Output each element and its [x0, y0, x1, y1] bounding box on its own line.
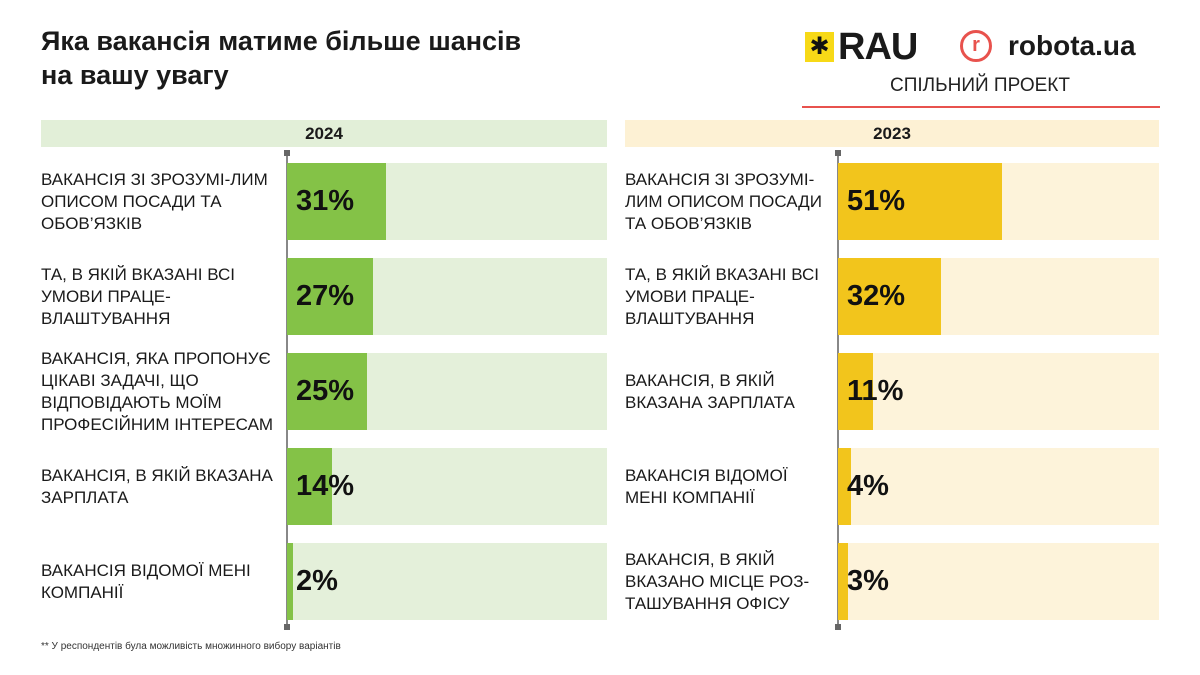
bar — [287, 258, 374, 335]
category-label: ТА, В ЯКІЙ ВКАЗАНІ ВСІ УМОВИ ПРАЦЕ-ВЛАШТ… — [41, 264, 236, 328]
bar — [838, 448, 851, 525]
bar-track: 4% — [838, 448, 1159, 525]
bar-track: 32% — [838, 258, 1159, 335]
page-title: Яка вакансія матиме більше шансів на ваш… — [41, 26, 522, 90]
bar — [838, 543, 848, 620]
divider — [802, 106, 1160, 108]
robota-r-icon: r — [960, 30, 992, 62]
category-label: ВАКАНСІЯ, ЯКА ПРОПОНУЄ ЦІКАВІ ЗАДАЧІ, ЩО… — [41, 348, 274, 434]
footnote: ** У респондентів була можливість множин… — [41, 641, 341, 652]
category-label: ВАКАНСІЯ ВІДОМОЇ МЕНІ КОМПАНІЇ — [41, 560, 251, 602]
bar-track: 27% — [287, 258, 607, 335]
bar — [838, 258, 941, 335]
bar-row: ВАКАНСІЯ ЗІ ЗРОЗУМІ-ЛИМ ОПИСОМ ПОСАДИ ТА… — [41, 163, 607, 240]
joint-project-label: СПІЛЬНИЙ ПРОЕКТ — [890, 75, 1070, 96]
panel-header-year: 2024 — [41, 120, 607, 147]
bar — [287, 448, 332, 525]
data-label: 32% — [847, 280, 906, 312]
bar-row: ТА, В ЯКІЙ ВКАЗАНІ ВСІ УМОВИ ПРАЦЕ-ВЛАШТ… — [41, 258, 607, 335]
data-label: 25% — [296, 375, 355, 407]
category-label: ВАКАНСІЯ, В ЯКІЙ ВКАЗАНА ЗАРПЛАТА — [41, 465, 273, 507]
category-label: ВАКАНСІЯ ЗІ ЗРОЗУМІ-ЛИМ ОПИСОМ ПОСАДИ ТА… — [41, 169, 268, 233]
bar-row: ВАКАНСІЯ ВІДОМОЇ МЕНІ КОМПАНІЇ 4% — [625, 448, 1159, 525]
data-label: 3% — [847, 565, 889, 597]
bar-track: 3% — [838, 543, 1159, 620]
bar — [838, 353, 874, 430]
bar — [838, 163, 1002, 240]
data-label: 4% — [847, 470, 889, 502]
bar-row: ВАКАНСІЯ, В ЯКІЙ ВКАЗАНА ЗАРПЛАТА 11% — [625, 353, 1159, 430]
category-label: ТА, В ЯКІЙ ВКАЗАНІ ВСІ УМОВИ ПРАЦЕ-ВЛАШТ… — [625, 264, 820, 328]
rau-star-icon: ✱ — [805, 32, 834, 62]
data-label: 11% — [847, 375, 904, 407]
bar-track: 25% — [287, 353, 607, 430]
bar-track: 31% — [287, 163, 607, 240]
data-label: 14% — [296, 470, 355, 502]
bar-track: 51% — [838, 163, 1159, 240]
bar-track: 2% — [287, 543, 607, 620]
bar-row: ВАКАНСІЯ, В ЯКІЙ ВКАЗАНА ЗАРПЛАТА 14% — [41, 448, 607, 525]
bar-row: ВАКАНСІЯ, ЯКА ПРОПОНУЄ ЦІКАВІ ЗАДАЧІ, ЩО… — [41, 348, 607, 434]
bar — [287, 543, 294, 620]
bar — [287, 353, 367, 430]
bar-row: ТА, В ЯКІЙ ВКАЗАНІ ВСІ УМОВИ ПРАЦЕ-ВЛАШТ… — [625, 258, 1159, 335]
category-label: ВАКАНСІЯ, В ЯКІЙ ВКАЗАНО МІСЦЕ РОЗ-ТАШУВ… — [625, 549, 810, 613]
rau-logo: RAU — [838, 26, 918, 68]
data-label: 31% — [296, 185, 355, 217]
data-label: 51% — [847, 185, 906, 217]
bar-track: 14% — [287, 448, 607, 525]
bar-row: ВАКАНСІЯ, В ЯКІЙ ВКАЗАНО МІСЦЕ РОЗ-ТАШУВ… — [625, 543, 1159, 620]
bar — [287, 163, 387, 240]
robota-logo: robota.ua — [1008, 30, 1136, 61]
category-label: ВАКАНСІЯ ЗІ ЗРОЗУМІ-ЛИМ ОПИСОМ ПОСАДИ ТА… — [625, 169, 822, 233]
bar-track: 11% — [838, 353, 1159, 430]
bar-row: ВАКАНСІЯ ЗІ ЗРОЗУМІ-ЛИМ ОПИСОМ ПОСАДИ ТА… — [625, 163, 1159, 240]
data-label: 27% — [296, 280, 355, 312]
data-label: 2% — [296, 565, 338, 597]
logos: ✱ RAU r robota.ua СПІЛЬНИЙ ПРОЕКТ — [800, 26, 1160, 110]
category-label: ВАКАНСІЯ, В ЯКІЙ ВКАЗАНА ЗАРПЛАТА — [625, 370, 795, 412]
bar-row: ВАКАНСІЯ ВІДОМОЇ МЕНІ КОМПАНІЇ 2% — [41, 543, 607, 620]
category-label: ВАКАНСІЯ ВІДОМОЇ МЕНІ КОМПАНІЇ — [625, 465, 788, 507]
panel-header-year: 2023 — [625, 120, 1159, 147]
